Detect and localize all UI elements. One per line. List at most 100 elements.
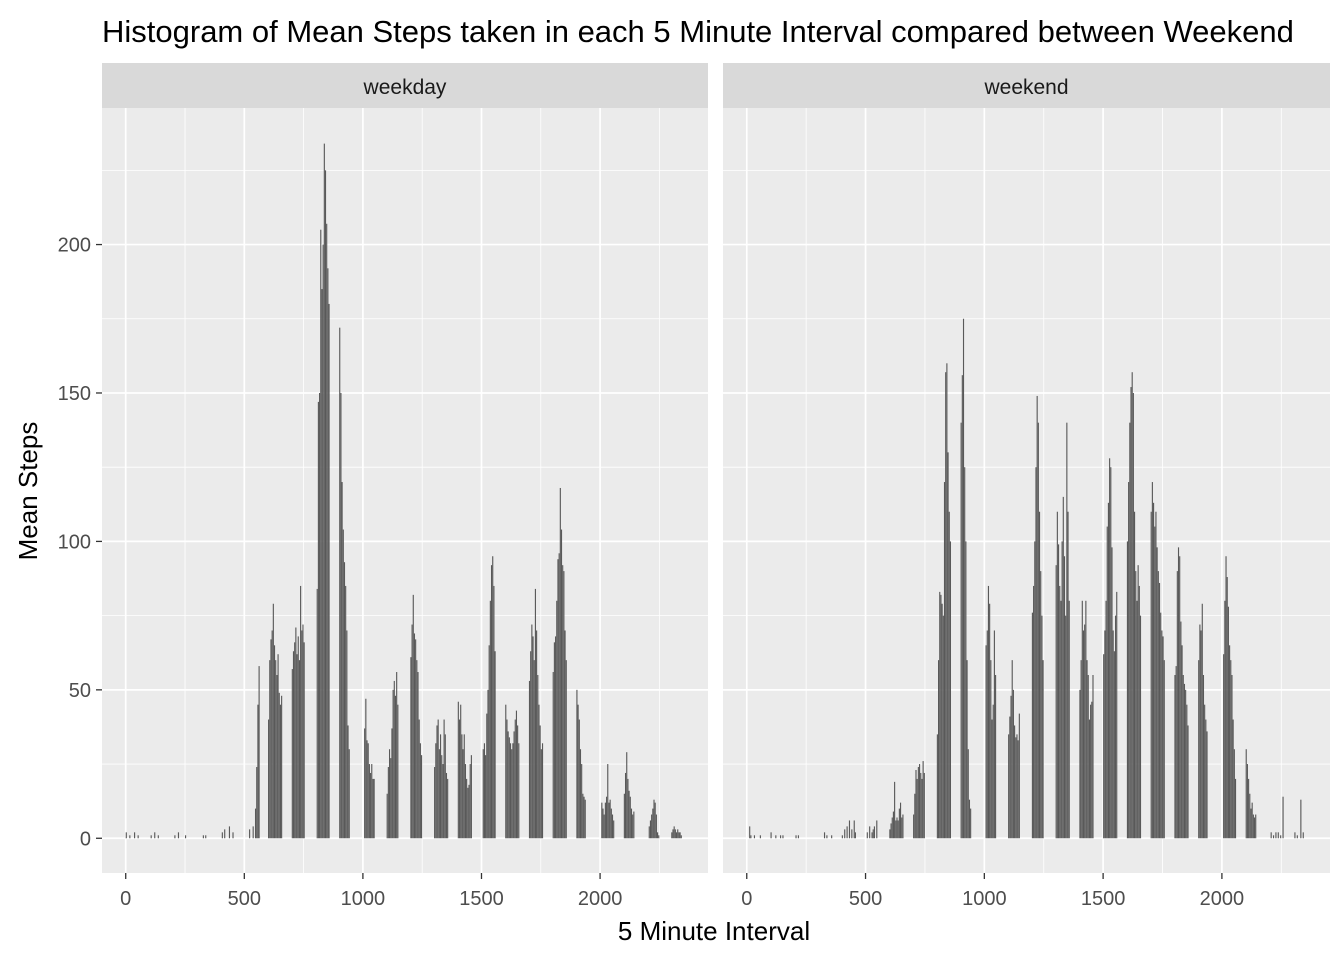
y-axis: 0 50 100 150 200 [58,235,102,850]
bar [514,719,516,839]
bar [966,660,968,839]
bar [946,363,948,839]
bar [680,835,682,839]
bar [1296,835,1298,839]
bar [1177,547,1180,839]
bar [968,799,971,839]
bar [1226,577,1228,839]
bar [541,743,544,839]
bar [1232,719,1234,839]
bar [1009,716,1011,839]
bar [316,588,318,839]
facet-strip-label: weekday [363,76,447,99]
bar [296,654,298,839]
bar [1092,675,1094,839]
bar [370,772,372,839]
bar [397,704,399,839]
bar [300,585,302,839]
bar [895,820,897,839]
bar [677,829,679,839]
bar [1198,660,1200,839]
bar [1062,496,1064,839]
bar [410,657,412,839]
bar [1008,734,1010,839]
bar [1205,719,1207,839]
bar [1160,612,1162,839]
bar [623,793,625,839]
bar [507,731,509,839]
bar [775,835,777,839]
bar [673,826,675,839]
bar [482,749,484,839]
bar [921,778,923,839]
bar [993,630,995,839]
bar [678,832,680,839]
bar [1068,600,1070,839]
bar [916,778,918,839]
bar [1156,547,1158,839]
bar [508,737,510,839]
bar [923,772,925,839]
bar [1181,645,1183,839]
bar [1294,832,1296,839]
bar [490,565,493,839]
bar [421,755,423,839]
bar [1063,556,1066,839]
bar [533,660,535,839]
bar [914,793,916,839]
bar [232,832,234,839]
bar [270,639,272,839]
bar [303,642,305,839]
bar [1206,731,1208,839]
bar [460,704,462,839]
bar [447,778,449,839]
bar [557,559,559,839]
bar [753,835,756,839]
bar [1182,675,1184,839]
bar [372,778,374,839]
bar [890,823,892,839]
bar [626,752,628,839]
bar [991,719,993,839]
y-tick-label: 0 [80,828,91,850]
bar [486,713,488,839]
bar [1250,808,1252,839]
bar [515,710,518,839]
bar [922,761,924,839]
bar [1131,372,1133,839]
bar [1163,660,1165,839]
bar [511,749,513,839]
bar [1202,675,1205,839]
bar [388,749,391,839]
bar [674,829,676,839]
bar [364,728,366,839]
bar [157,835,159,839]
bar [1135,571,1137,839]
bar [649,820,652,839]
bar [436,725,438,839]
x-tick-label: 0 [120,888,131,910]
bar [396,672,398,839]
bar [342,529,344,839]
bar [1060,600,1062,839]
chart-title: Histogram of Mean Steps taken in each 5 … [102,14,1294,49]
bar [505,704,507,839]
bar [1233,749,1235,839]
bar [985,645,987,839]
bar [629,796,631,839]
bar [457,701,459,839]
bar [1249,793,1251,839]
bar [1110,467,1112,839]
bar [826,835,828,839]
x-tick-label: 2000 [1200,888,1245,910]
bar [340,392,342,839]
bar [254,808,257,839]
bar [339,327,341,839]
bar [584,799,586,839]
bar [125,832,127,839]
bar [488,645,490,839]
bar [970,808,972,839]
bar [1061,541,1063,839]
bar [271,630,273,839]
bar [517,725,519,839]
